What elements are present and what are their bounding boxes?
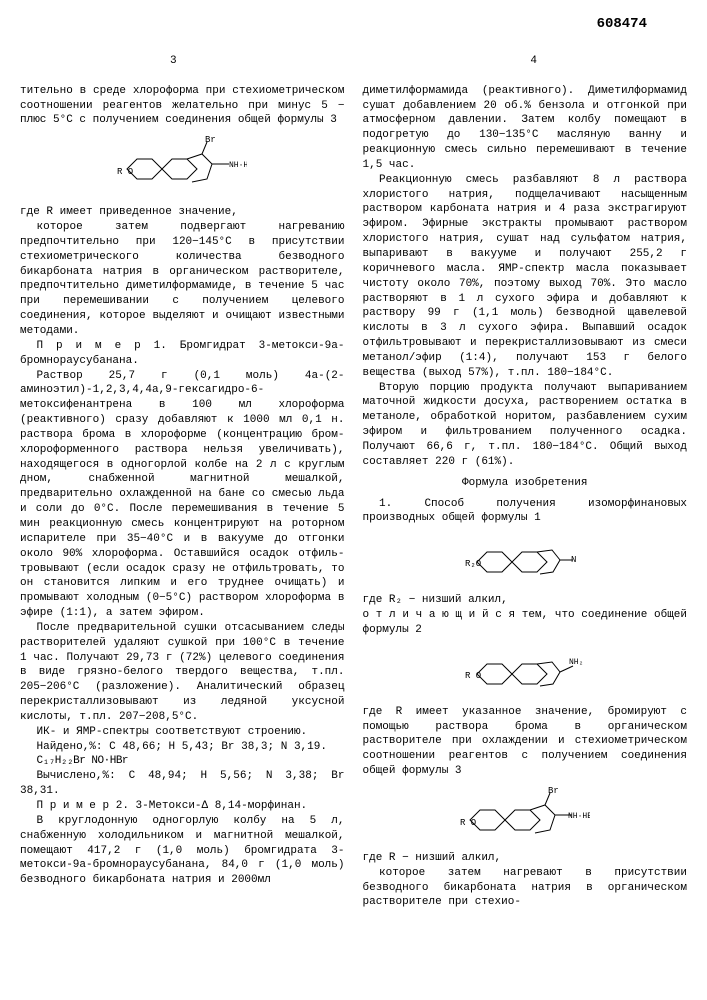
structure-4-icon: Br NH·HBr R O — [460, 785, 590, 845]
formula-4: Br NH·HBr R O — [363, 785, 688, 845]
svg-text:R₂O: R₂O — [465, 559, 481, 569]
claims-title: Формула изобретения — [363, 476, 688, 491]
structure-2-icon: R₂O N — [465, 532, 585, 587]
col1-para3: которое затем подвергают нагрева­нию пре… — [20, 220, 345, 339]
col2-para3: Вторую порцию продукта получают выпарива… — [363, 381, 688, 470]
example-2-title: П р и м е р 2. 3-Метокси-Δ 8,14-морфинан… — [20, 799, 345, 814]
col1-para5: После предварительной сушки отса­сывание… — [20, 621, 345, 725]
claim-6: которое затем нагревают в присут­ствии б… — [363, 866, 688, 911]
col1-where-r: где R имеет приведенное значение, — [20, 205, 345, 220]
col1-para9: В круглодонную одногорлую колбу на 5 л, … — [20, 814, 345, 888]
col1-para4: Раствор 25,7 г (0,1 моль) 4а-(2-аминоэти… — [20, 369, 345, 621]
svg-text:R O: R O — [465, 671, 481, 681]
col1-para6: ИК- и ЯМР-спектры соответствуют строению… — [20, 725, 345, 740]
formula-3: R O NH₂ — [363, 644, 688, 699]
page-numbers: 3 4 — [20, 54, 687, 69]
svg-text:R O: R O — [460, 818, 476, 828]
col1-chem-formula: C₁₇H₂₂Br NO·HBr — [20, 754, 345, 769]
col1-found: Найдено,%: С 48,66; Н 5,43; Br 38,3; N 3… — [20, 740, 345, 755]
formula-2: R₂O N — [363, 532, 688, 587]
claim-2-where: где R₂ − низший алкил, — [363, 593, 688, 608]
col1-para1: тительно в среде хлороформа при сте­хиом… — [20, 84, 345, 129]
structure-1-icon: Br NH·HBr R O — [117, 134, 247, 199]
page-num-left: 3 — [170, 54, 177, 69]
text-columns: тительно в среде хлороформа при сте­хиом… — [20, 84, 687, 911]
svg-text:Br: Br — [548, 786, 559, 796]
document-number: 608474 — [20, 15, 687, 34]
claim-5-where: где R − низший алкил, — [363, 851, 688, 866]
svg-text:Br: Br — [205, 135, 216, 145]
col2-para1: диметилформамида (реактивного). Диме­тил… — [363, 84, 688, 173]
structure-3-icon: R O NH₂ — [465, 644, 585, 699]
svg-text:NH₂: NH₂ — [569, 658, 583, 667]
svg-text:NH·HBr: NH·HBr — [568, 812, 590, 821]
svg-text:NH·HBr: NH·HBr — [229, 161, 247, 170]
page-num-right: 4 — [530, 54, 537, 69]
claim-1: 1. Способ получения изоморфинано­вых про… — [363, 497, 688, 527]
claim-4: где R имеет указанное значение, бромирую… — [363, 705, 688, 779]
column-right: диметилформамида (реактивного). Диме­тил… — [363, 84, 688, 911]
svg-text:R O: R O — [117, 167, 133, 177]
column-left: тительно в среде хлороформа при сте­хиом… — [20, 84, 345, 911]
col2-para2: Реакционную смесь разбавляют 8 л раствор… — [363, 173, 688, 381]
claim-3: о т л и ч а ю щ и й с я тем, что соедине… — [363, 608, 688, 638]
example-1-title: П р и м е р 1. Бромгидрат 3-меток­си-9а-… — [20, 339, 345, 369]
svg-text:N: N — [571, 555, 576, 565]
formula-1: Br NH·HBr R O — [20, 134, 345, 199]
col1-calc: Вычислено,%: С 48,94; Н 5,56; N 3,38; Br… — [20, 769, 345, 799]
